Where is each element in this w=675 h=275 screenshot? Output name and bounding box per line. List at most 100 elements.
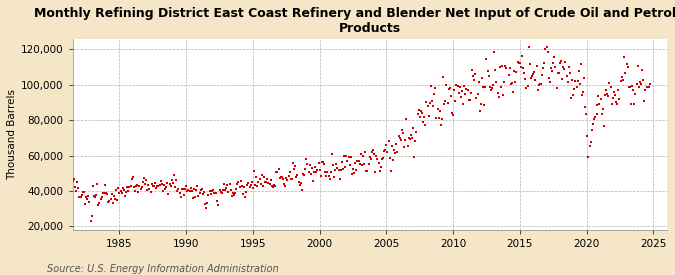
Point [350,161,360,165]
Point [259,175,269,179]
Point [497,64,508,69]
Point [519,71,530,75]
Point [373,161,384,166]
Point [343,155,354,159]
Point [141,177,152,182]
Point [242,183,252,188]
Point [641,85,652,90]
Point [526,76,537,80]
Point [520,77,531,81]
Point [312,168,323,172]
Point [148,184,159,188]
Point [342,158,353,163]
Point [126,177,137,182]
Y-axis label: Thousand Barrels: Thousand Barrels [7,89,17,180]
Point [238,192,248,196]
Point [363,162,374,167]
Point [300,167,310,171]
Point [265,178,276,183]
Point [593,94,603,99]
Point [204,189,215,194]
Point [406,136,417,140]
Point [90,195,101,199]
Point [329,175,340,179]
Point [495,84,506,89]
Point [146,182,157,186]
Point [425,84,436,88]
Title: Monthly Refining District East Coast Refinery and Blender Net Input of Crude Oil: Monthly Refining District East Coast Ref… [34,7,675,35]
Point [324,177,335,181]
Point [483,74,494,78]
Point [500,64,511,68]
Point [493,95,504,99]
Point [411,130,422,134]
Point [351,168,362,172]
Point [293,180,304,184]
Point [383,139,394,143]
Point [406,133,416,137]
Point [340,165,350,169]
Point [188,196,198,200]
Point [143,182,154,187]
Point [209,191,219,195]
Point [564,65,574,69]
Point [412,111,423,116]
Point [452,84,463,88]
Point [162,181,173,185]
Point [93,202,104,207]
Point [92,182,103,186]
Point [311,170,322,174]
Point [290,164,300,168]
Point [315,168,325,172]
Point [264,182,275,186]
Point [456,89,467,93]
Point [597,107,608,111]
Point [152,184,163,189]
Point [620,70,630,75]
Point [78,189,88,194]
Point [217,188,228,192]
Point [371,153,382,158]
Point [414,115,425,119]
Point [71,189,82,193]
Point [171,177,182,182]
Point [223,190,234,194]
Point [389,148,400,153]
Point [492,91,503,95]
Point [282,178,293,182]
Point [114,191,125,195]
Point [310,164,321,169]
Point [514,60,525,65]
Point [155,179,166,183]
Point [559,67,570,71]
Point [358,153,369,158]
Point [586,140,597,145]
Point [81,194,92,199]
Point [341,154,352,158]
Point [608,96,618,100]
Point [428,104,439,108]
Point [207,189,217,194]
Point [516,65,526,69]
Point [213,202,224,207]
Point [180,187,190,191]
Point [169,172,180,177]
Point [354,162,365,166]
Point [485,88,496,92]
Point [524,62,535,66]
Point [643,85,654,89]
Point [521,86,532,91]
Point [567,78,578,82]
Point [132,182,142,187]
Point [258,183,269,188]
Point [535,81,546,86]
Point [172,188,183,193]
Point [532,88,543,92]
Point [364,155,375,159]
Point [606,102,617,107]
Point [595,97,606,102]
Point [441,83,452,88]
Point [463,98,474,103]
Point [157,182,167,186]
Point [349,171,360,175]
